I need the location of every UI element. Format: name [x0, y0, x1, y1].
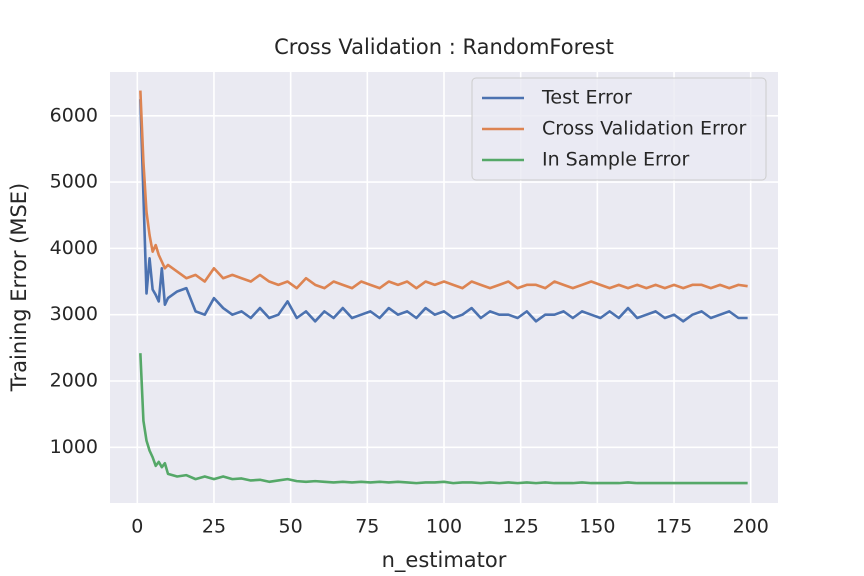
x-tick-label: 100: [426, 516, 462, 538]
line-series: [139, 90, 748, 290]
legend-box: [471, 77, 767, 181]
x-tick-label: 50: [279, 516, 303, 538]
y-tick-label: 2000: [50, 369, 98, 391]
legend-label: In Sample Error: [542, 149, 689, 171]
x-tick-label: 75: [355, 516, 379, 538]
x-tick-label: 0: [131, 516, 143, 538]
y-tick-label: 1000: [50, 436, 98, 458]
y-tick-label: 6000: [50, 104, 98, 126]
x-tick-label: 200: [733, 516, 769, 538]
y-axis-label: Training Error (MSE): [7, 183, 31, 393]
chart-title: Cross Validation : RandomForest: [274, 35, 614, 59]
y-tick-label: 5000: [50, 171, 98, 193]
y-tick-label: 4000: [50, 237, 98, 259]
line-series: [139, 99, 748, 323]
x-tick-label: 175: [656, 516, 692, 538]
x-tick-label: 25: [202, 516, 226, 538]
legend-label: Test Error: [541, 87, 632, 109]
legend-label: Cross Validation Error: [542, 118, 746, 140]
line-series: [139, 353, 748, 485]
y-tick-label: 3000: [50, 303, 98, 325]
x-tick-label: 125: [503, 516, 539, 538]
x-axis-label: n_estimator: [382, 548, 507, 573]
x-tick-label: 150: [579, 516, 615, 538]
